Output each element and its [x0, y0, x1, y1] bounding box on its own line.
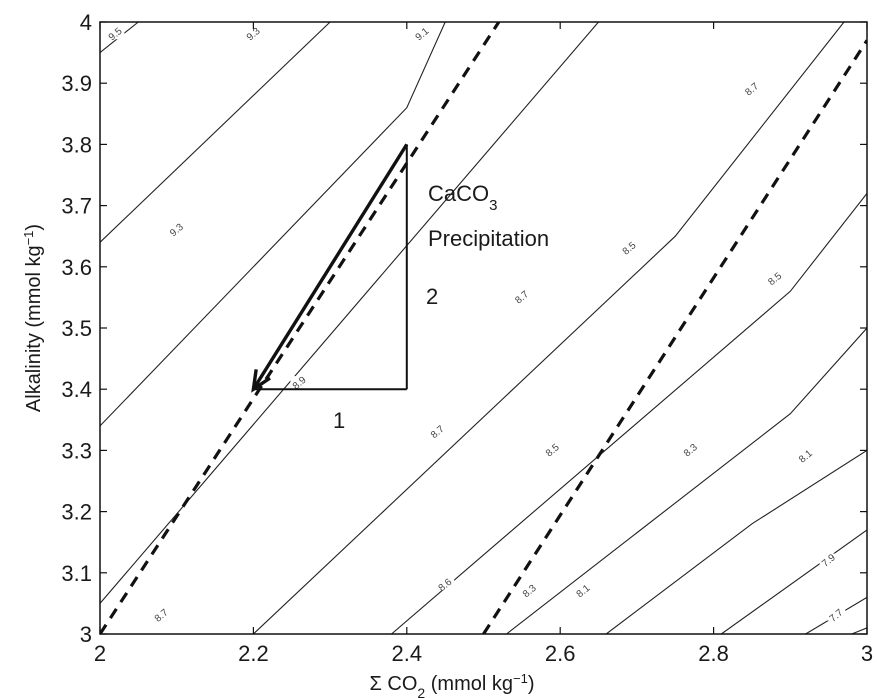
plot-marks: 9.5 9.3 9.18.98.78.68.5 8.3 8.17.97.79.38.78…: [61, 10, 873, 666]
contour-line-5: [391, 193, 867, 634]
plot-area: 9.5 9.3 9.18.98.78.68.5 8.3 8.17.97.79.38.78…: [100, 22, 867, 634]
y-tick-label-0: 3: [80, 622, 92, 647]
caco3-label: CaCO3: [428, 181, 497, 214]
contour-label-bg-15: [765, 272, 784, 285]
y-tick-label-1: 3.1: [61, 561, 92, 586]
plot-frame: [99, 21, 868, 635]
contour-label-bg-6: [543, 443, 562, 456]
annotations: CaCO3 Precipitation 2 1: [333, 181, 549, 433]
y-tick-label-5: 3.5: [61, 316, 92, 341]
contour-line-10: [851, 627, 867, 634]
contour-label-bg-5: [436, 578, 455, 591]
contour-label-bg-9: [819, 553, 838, 566]
contour-label-bg-16: [520, 584, 539, 597]
x-tick-label-3: 2.6: [545, 641, 576, 666]
contour-label-bg-8: [796, 449, 815, 462]
x-tick-label-4: 2.8: [698, 641, 729, 666]
x-tick-label-2: 2.4: [392, 641, 423, 666]
y-tick-label-2: 3.2: [61, 500, 92, 525]
x-tick-label-5: 3: [861, 641, 873, 666]
y-tick-label-9: 3.9: [61, 71, 92, 96]
contour-label-bg-18: [742, 82, 761, 95]
contour-line-8: [720, 529, 867, 634]
caco3-arrow-shaft: [251, 143, 409, 391]
contour-label-bg-1: [244, 27, 263, 40]
contour-label-bg-10: [827, 608, 846, 621]
x-tick-label-0: 2: [94, 641, 106, 666]
horizontal-leg-label: 1: [333, 408, 345, 433]
x-axis-title: Σ CO2 (mmol kg−1): [369, 671, 534, 698]
axis-labels: Σ CO2 (mmol kg−1) Alkalinity (mmol kg−1): [21, 224, 535, 698]
contour-line-7: [605, 449, 867, 634]
contour-line-2: [100, 22, 446, 427]
x-tick-label-1: 2.2: [238, 641, 269, 666]
contour-label-bg-3: [290, 376, 309, 389]
contour-label-bg-11: [167, 223, 186, 236]
caco3-arrow-head: [251, 369, 271, 393]
vertical-leg-label: 2: [426, 284, 438, 309]
y-tick-label-7: 3.7: [61, 194, 92, 219]
contour-label-bg-13: [152, 608, 171, 621]
precipitation-label: Precipitation: [428, 226, 549, 251]
y-axis-title: Alkalinity (mmol kg−1): [21, 224, 46, 412]
contour-line-6: [506, 327, 867, 634]
y-tick-label-3: 3.3: [61, 438, 92, 463]
contour-label-bg-12: [428, 425, 447, 438]
contour-label-bg-2: [413, 27, 432, 40]
contour-line-1: [100, 22, 331, 243]
contour-label-bg-17: [574, 584, 593, 597]
dashed-line-0: [100, 22, 501, 634]
contour-label-bg-7: [681, 443, 700, 456]
y-tick-label-4: 3.4: [61, 377, 92, 402]
y-tick-label-6: 3.6: [61, 255, 92, 280]
contour-line-3: [100, 22, 599, 604]
y-tick-label-10: 4: [80, 10, 92, 35]
dashed-line-1: [482, 39, 867, 634]
contour-label-bg-0: [106, 27, 125, 40]
y-tick-label-8: 3.8: [61, 132, 92, 157]
contour-label-bg-4: [512, 290, 531, 303]
contour-label-bg-14: [620, 241, 639, 254]
contour-line-4: [253, 22, 845, 634]
